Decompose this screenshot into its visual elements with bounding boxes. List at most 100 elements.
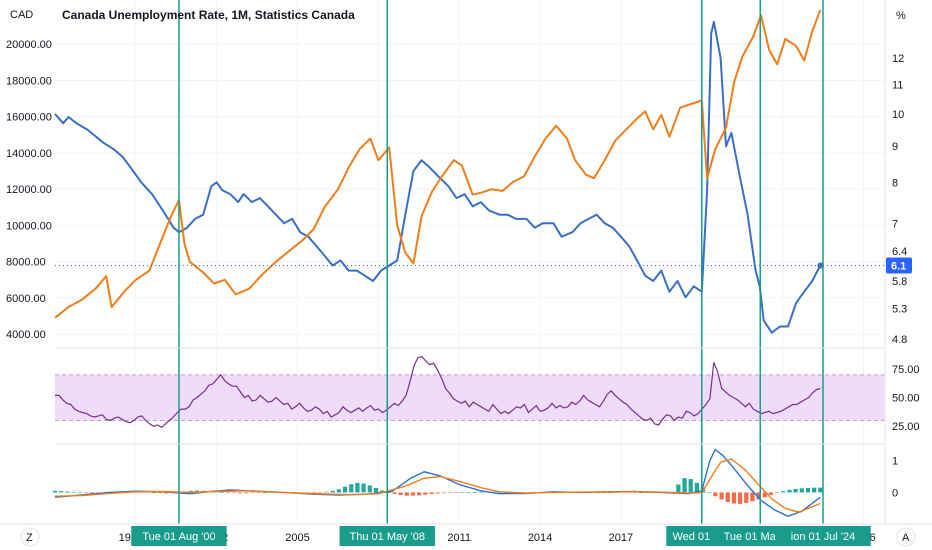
left-axis-tick: 6000.00 bbox=[6, 293, 46, 305]
macd-histogram-bar bbox=[324, 491, 329, 493]
zoom-button-label: Z bbox=[26, 532, 33, 544]
macd-histogram-bar bbox=[59, 491, 64, 493]
macd-histogram-bar bbox=[737, 492, 743, 504]
macd-histogram-bar bbox=[417, 492, 422, 496]
event-lines bbox=[178, 0, 824, 524]
macd-histogram-bar bbox=[398, 492, 403, 495]
macd-histogram-bar bbox=[256, 492, 261, 494]
event-flag bbox=[339, 526, 435, 546]
right-axis-tick: 12 bbox=[892, 53, 904, 65]
auto-scale-button[interactable]: A bbox=[896, 527, 916, 547]
macd-histogram-bar bbox=[731, 492, 737, 504]
macd-histogram-bar bbox=[694, 482, 700, 493]
macd-histogram-bar bbox=[231, 492, 237, 494]
macd-histogram-bar bbox=[65, 491, 70, 493]
zoom-button[interactable]: Z bbox=[20, 527, 40, 547]
macd-histogram-bar bbox=[725, 492, 730, 502]
rsi-axis-tick: 50.00 bbox=[892, 393, 920, 405]
macd-histogram-bar bbox=[361, 483, 366, 493]
left-axis-tick: 18000.00 bbox=[6, 75, 52, 87]
macd-histogram-bar bbox=[188, 490, 193, 493]
macd-histogram-bar bbox=[645, 492, 650, 494]
macd-histogram-bar bbox=[435, 492, 440, 494]
rsi-band bbox=[55, 374, 885, 421]
macd-histogram-bar bbox=[460, 492, 465, 494]
macd-histogram-bar bbox=[373, 487, 379, 493]
comparison-series-line bbox=[54, 9, 822, 319]
left-axis-currency: CAD bbox=[10, 9, 33, 21]
macd-histogram-bar bbox=[707, 492, 712, 494]
macd-histogram-bar bbox=[768, 492, 774, 495]
macd-histogram-bar bbox=[756, 492, 761, 500]
event-flag bbox=[775, 526, 871, 546]
macd-histogram-bar bbox=[719, 492, 724, 500]
right-axis-unit: % bbox=[896, 10, 906, 22]
signal-line bbox=[54, 458, 821, 513]
current-point-marker bbox=[817, 262, 824, 269]
left-axis-tick: 16000.00 bbox=[6, 112, 52, 124]
macd-histogram-bar bbox=[676, 484, 681, 493]
time-axis-tick: 2017 bbox=[609, 532, 633, 544]
macd-histogram-bar bbox=[225, 492, 230, 494]
macd-axis: 10 bbox=[892, 456, 898, 500]
macd-histogram-bar bbox=[52, 490, 58, 493]
macd-histogram-bar bbox=[404, 492, 409, 496]
rsi-line bbox=[55, 355, 821, 429]
left-axis-tick: 12000.00 bbox=[6, 184, 52, 196]
current-value-label: 6.1 bbox=[891, 260, 906, 272]
right-axis-tick: 9 bbox=[892, 141, 898, 153]
right-axis-tick: 10 bbox=[892, 109, 904, 121]
event-flags: Tue 01 Aug '00 Thu 01 May '08 Wed 01 JanTu… bbox=[131, 526, 871, 546]
rsi-axis-tick: 25.00 bbox=[892, 421, 920, 433]
macd-histogram-bar bbox=[349, 484, 354, 493]
macd-histogram-bar bbox=[713, 492, 718, 497]
right-axis: 12 11 10 9 8 7 6.4 5.8 5.3 4.8 bbox=[892, 53, 907, 346]
right-axis-tick: 7 bbox=[892, 218, 898, 230]
macd-histogram-bar bbox=[472, 492, 477, 493]
left-axis-tick: 14000.00 bbox=[6, 148, 52, 160]
right-axis-tick: 5.8 bbox=[892, 276, 907, 288]
rsi-axis: 75.00 50.00 25.00 bbox=[892, 364, 920, 433]
macd-histogram-bar bbox=[262, 492, 267, 494]
macd-histogram-bar bbox=[71, 491, 76, 493]
auto-scale-button-label: A bbox=[902, 532, 910, 544]
macd-histogram-bar bbox=[781, 491, 786, 493]
macd-histogram-bar bbox=[77, 492, 82, 494]
time-axis-tick: 2014 bbox=[528, 532, 552, 544]
macd-histogram-bar bbox=[410, 492, 416, 496]
macd-histogram-bar bbox=[163, 492, 169, 494]
macd-histogram-bar bbox=[774, 492, 780, 494]
event-flag-label: Tue 01 Aug '00 bbox=[142, 531, 215, 543]
macd-histogram-bar bbox=[312, 492, 317, 494]
right-axis-tick: 6.4 bbox=[892, 246, 907, 258]
right-axis-tick: 5.3 bbox=[892, 304, 907, 316]
macd-histogram-bar bbox=[799, 488, 804, 493]
macd-histogram-bar bbox=[447, 492, 453, 494]
macd-histogram-bar bbox=[244, 492, 249, 494]
left-axis-tick: 4000.00 bbox=[6, 329, 46, 341]
left-axis-tick: 20000.00 bbox=[6, 39, 52, 51]
right-axis-tick: 11 bbox=[892, 80, 903, 92]
macd-histogram-bar bbox=[466, 492, 471, 493]
chart-title: Canada Unemployment Rate, 1M, Statistics… bbox=[62, 8, 355, 22]
macd-histogram-bar bbox=[688, 479, 693, 493]
series-layer bbox=[54, 9, 824, 517]
left-axis-tick: 10000.00 bbox=[6, 220, 52, 232]
macd-histogram-bar bbox=[818, 487, 823, 493]
macd-histogram-bar bbox=[386, 492, 391, 494]
macd-histogram-bar bbox=[805, 487, 811, 493]
event-flag bbox=[131, 526, 227, 546]
macd-histogram-bar bbox=[83, 492, 89, 494]
unemployment-rate-line bbox=[54, 20, 822, 334]
event-flag-label: ion 01 Jul '24 bbox=[791, 531, 855, 543]
macd-histogram-bar bbox=[342, 486, 348, 493]
current-value-tag: 6.1 bbox=[886, 257, 912, 274]
macd-histogram-bar bbox=[787, 489, 792, 493]
macd-histogram-bar bbox=[89, 492, 95, 494]
right-axis-tick: 8 bbox=[892, 177, 898, 189]
macd-histogram-bar bbox=[744, 492, 749, 503]
macd-axis-tick: 0 bbox=[892, 487, 898, 499]
time-axis-tick: 2005 bbox=[285, 532, 309, 544]
macd-histogram-bar bbox=[750, 492, 755, 502]
